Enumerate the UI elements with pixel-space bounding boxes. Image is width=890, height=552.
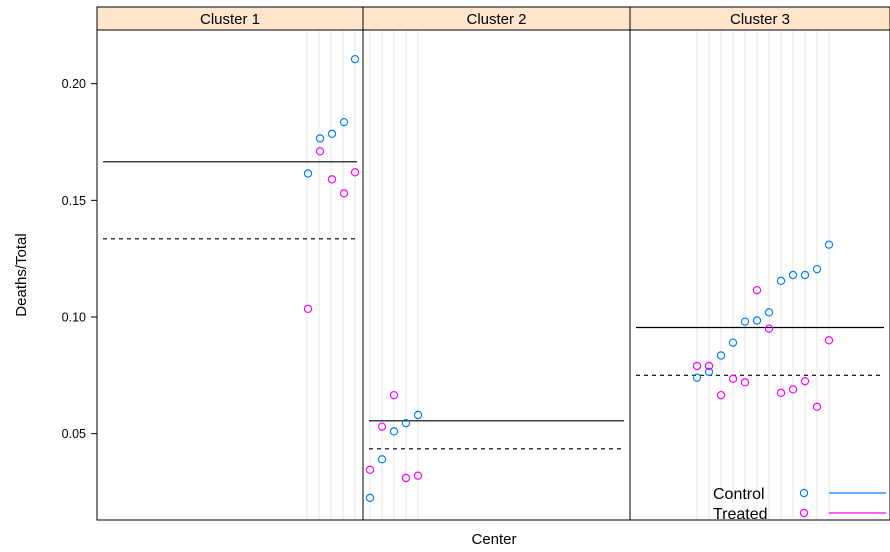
point-control [800,270,810,280]
point-treated [339,189,349,198]
y-axis: 0.05 0.10 0.15 0.20 [62,77,97,441]
point-control [752,316,762,325]
panel-2: Cluster 2 [362,6,631,521]
point-treated [740,378,750,387]
point-treated [389,390,399,400]
point-treated [812,402,822,412]
point-control [740,317,750,326]
legend: Control Treated [713,486,886,523]
point-treated [327,175,337,184]
point-treated [752,285,762,295]
point-control [389,427,399,436]
point-control [327,129,337,139]
strip-label: Cluster 1 [200,11,260,28]
point-control [350,54,360,64]
point-treated [704,361,714,371]
point-control [776,276,786,286]
point-treated [776,388,786,398]
point-control [365,493,375,503]
point-treated [800,376,810,386]
point-control [692,373,702,382]
point-treated [728,374,738,384]
point-control [303,169,313,178]
point-treated [377,422,387,431]
y-axis-title: Deaths/Total [13,233,30,316]
point-control [728,338,738,347]
point-control [315,134,325,143]
point-treated [692,361,702,371]
legend-label: Treated [713,506,768,523]
point-treated [716,390,726,400]
y-tick-label: 0.05 [62,427,86,441]
point-control [812,264,822,274]
panel-3: Cluster 3 [629,6,890,521]
point-control [413,410,423,420]
point-control [824,240,834,249]
point-treated [824,336,834,345]
point-treated [365,465,375,475]
x-axis-title: Center [471,531,516,548]
point-control [401,418,411,428]
y-tick-label: 0.15 [62,194,86,208]
strip-label: Cluster 3 [730,11,790,28]
y-tick-label: 0.20 [62,77,86,91]
point-control [377,455,387,464]
point-treated [350,168,360,177]
panels-layer: Cluster 1 Cluster 2 Cluster 3 [96,6,890,521]
point-control [788,270,798,280]
point-control [339,117,349,127]
point-treated [413,471,423,480]
y-tick-label: 0.10 [62,311,86,325]
point-treated [303,304,313,314]
legend-label: Control [713,486,765,503]
legend-marker [799,508,809,518]
panel-border [629,29,890,521]
panel-1: Cluster 1 [96,6,364,521]
point-control [716,351,726,360]
point-control [704,367,714,377]
panel-border [362,29,631,521]
legend-marker [799,488,809,498]
point-treated [401,473,411,483]
point-treated [764,324,774,333]
point-treated [315,147,325,156]
point-treated [788,385,798,394]
point-control [764,308,774,317]
strip-label: Cluster 2 [466,11,526,28]
panel-border [96,29,364,521]
